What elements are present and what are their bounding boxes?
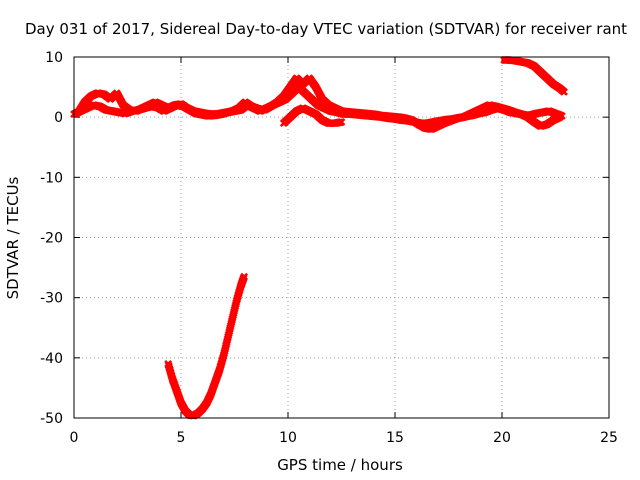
series-late-segment bbox=[500, 56, 568, 96]
y-tick-label: -20 bbox=[40, 231, 63, 247]
plot-frame bbox=[73, 56, 610, 419]
data-point bbox=[555, 113, 564, 122]
chart-title: Day 031 of 2017, Sidereal Day-to-day VTE… bbox=[25, 20, 627, 38]
y-tick-label: -30 bbox=[40, 291, 63, 307]
data-point bbox=[337, 118, 346, 126]
data-point bbox=[240, 272, 248, 281]
tick-labels: 0 5 10 15 20 25 10 0 -10 -20 -30 -40 -50 bbox=[40, 50, 618, 446]
x-tick-label: 25 bbox=[600, 430, 618, 446]
x-tick-label: 10 bbox=[279, 430, 297, 446]
y-tick-label: -40 bbox=[40, 351, 63, 367]
series-low-segment bbox=[164, 272, 248, 420]
y-axis-label: SDTVAR / TECUs bbox=[4, 176, 22, 299]
x-tick-label: 15 bbox=[386, 430, 404, 446]
x-tick-label: 0 bbox=[70, 430, 79, 446]
x-axis-label: GPS time / hours bbox=[277, 456, 403, 474]
data-points bbox=[70, 56, 568, 420]
x-tick-label: 20 bbox=[493, 430, 511, 446]
y-tick-label: -10 bbox=[40, 170, 63, 186]
x-tick-label: 5 bbox=[177, 430, 186, 446]
y-tick-label: -50 bbox=[40, 411, 63, 427]
series-upper-band-b bbox=[74, 74, 564, 134]
y-tick-label: 0 bbox=[54, 110, 63, 126]
series-mid-band bbox=[279, 104, 346, 128]
y-tick-label: 10 bbox=[45, 50, 63, 66]
data-point bbox=[560, 88, 568, 96]
